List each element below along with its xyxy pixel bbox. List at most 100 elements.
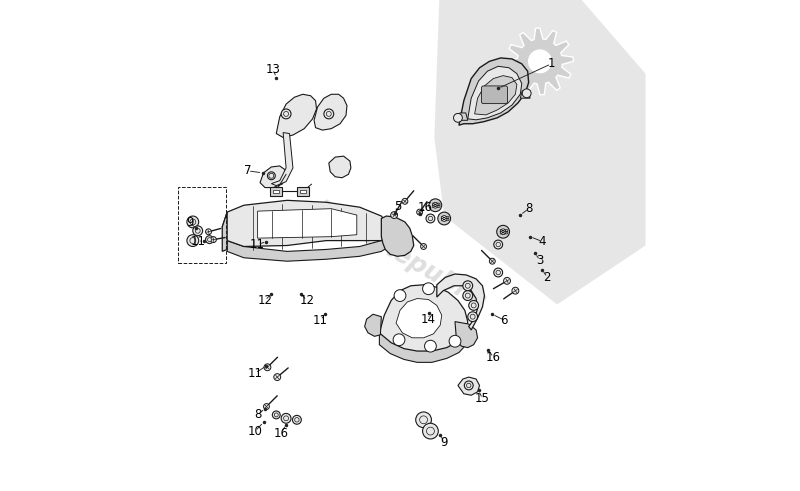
Polygon shape [474,76,517,115]
Circle shape [529,50,551,73]
Circle shape [264,364,271,371]
Circle shape [471,303,476,308]
Circle shape [390,212,398,218]
Polygon shape [382,216,414,256]
Text: 2: 2 [543,271,551,284]
Circle shape [470,314,475,319]
Circle shape [281,109,291,119]
Circle shape [497,225,510,238]
Circle shape [438,212,450,225]
Circle shape [496,270,501,275]
Circle shape [442,216,447,221]
Polygon shape [458,113,468,120]
Text: 11: 11 [313,314,328,327]
Text: 15: 15 [475,392,490,405]
Circle shape [463,291,473,300]
Text: 16: 16 [418,201,433,214]
Polygon shape [260,166,286,188]
Circle shape [426,427,434,435]
Circle shape [454,113,462,122]
Text: 7: 7 [244,164,251,177]
Circle shape [402,198,408,204]
Circle shape [416,412,431,428]
Circle shape [206,236,214,244]
Polygon shape [506,28,574,95]
Circle shape [190,238,196,244]
Text: 11: 11 [190,235,206,248]
Text: 3: 3 [536,254,544,267]
Text: 11: 11 [248,367,262,380]
Circle shape [293,415,302,424]
Polygon shape [459,58,529,125]
Circle shape [504,277,510,284]
Text: 6: 6 [500,314,508,327]
Circle shape [512,287,519,294]
Polygon shape [227,236,389,261]
Polygon shape [222,200,389,246]
Circle shape [420,416,427,424]
Circle shape [466,283,470,288]
Polygon shape [222,212,227,251]
Text: PartsRepublic: PartsRepublic [310,196,490,314]
Circle shape [210,237,216,243]
Polygon shape [458,377,479,395]
Polygon shape [329,156,351,178]
Circle shape [394,290,406,301]
Circle shape [274,374,281,381]
Text: 12: 12 [299,294,314,307]
Circle shape [190,219,196,225]
Circle shape [272,411,280,419]
Text: 11: 11 [250,238,265,251]
Circle shape [294,417,299,422]
Circle shape [195,228,200,233]
Circle shape [494,240,502,249]
Circle shape [522,89,531,98]
Circle shape [425,340,436,352]
Polygon shape [437,274,485,330]
FancyBboxPatch shape [274,190,279,193]
Circle shape [421,244,426,249]
Polygon shape [396,299,442,338]
Polygon shape [276,94,317,137]
Circle shape [422,423,438,439]
Polygon shape [379,302,468,362]
Circle shape [284,416,289,421]
Circle shape [466,293,470,298]
Polygon shape [271,133,293,186]
Polygon shape [468,66,522,120]
Circle shape [490,258,495,264]
Text: 1: 1 [547,57,555,70]
Circle shape [468,312,478,322]
Circle shape [324,109,334,119]
Circle shape [284,111,289,116]
Circle shape [500,229,506,235]
Text: 16: 16 [486,351,501,364]
Polygon shape [434,0,646,304]
Polygon shape [379,285,468,351]
Text: 13: 13 [266,63,281,76]
Circle shape [449,335,461,347]
Circle shape [422,283,434,295]
FancyBboxPatch shape [297,187,309,196]
Circle shape [269,173,274,178]
Circle shape [263,404,270,409]
Text: 8: 8 [525,202,532,215]
Circle shape [187,216,198,228]
Circle shape [464,381,473,390]
Text: 10: 10 [248,425,262,437]
Text: 4: 4 [538,235,546,248]
Circle shape [187,235,198,246]
Circle shape [281,413,291,423]
Polygon shape [258,209,357,238]
Circle shape [206,229,211,235]
Circle shape [469,300,478,310]
Circle shape [207,238,211,242]
Circle shape [193,226,202,236]
Circle shape [426,214,435,223]
Circle shape [393,334,405,346]
Text: 9: 9 [441,436,448,449]
Polygon shape [365,314,382,336]
Circle shape [433,202,438,208]
Text: 8: 8 [254,409,262,421]
Polygon shape [455,322,478,348]
